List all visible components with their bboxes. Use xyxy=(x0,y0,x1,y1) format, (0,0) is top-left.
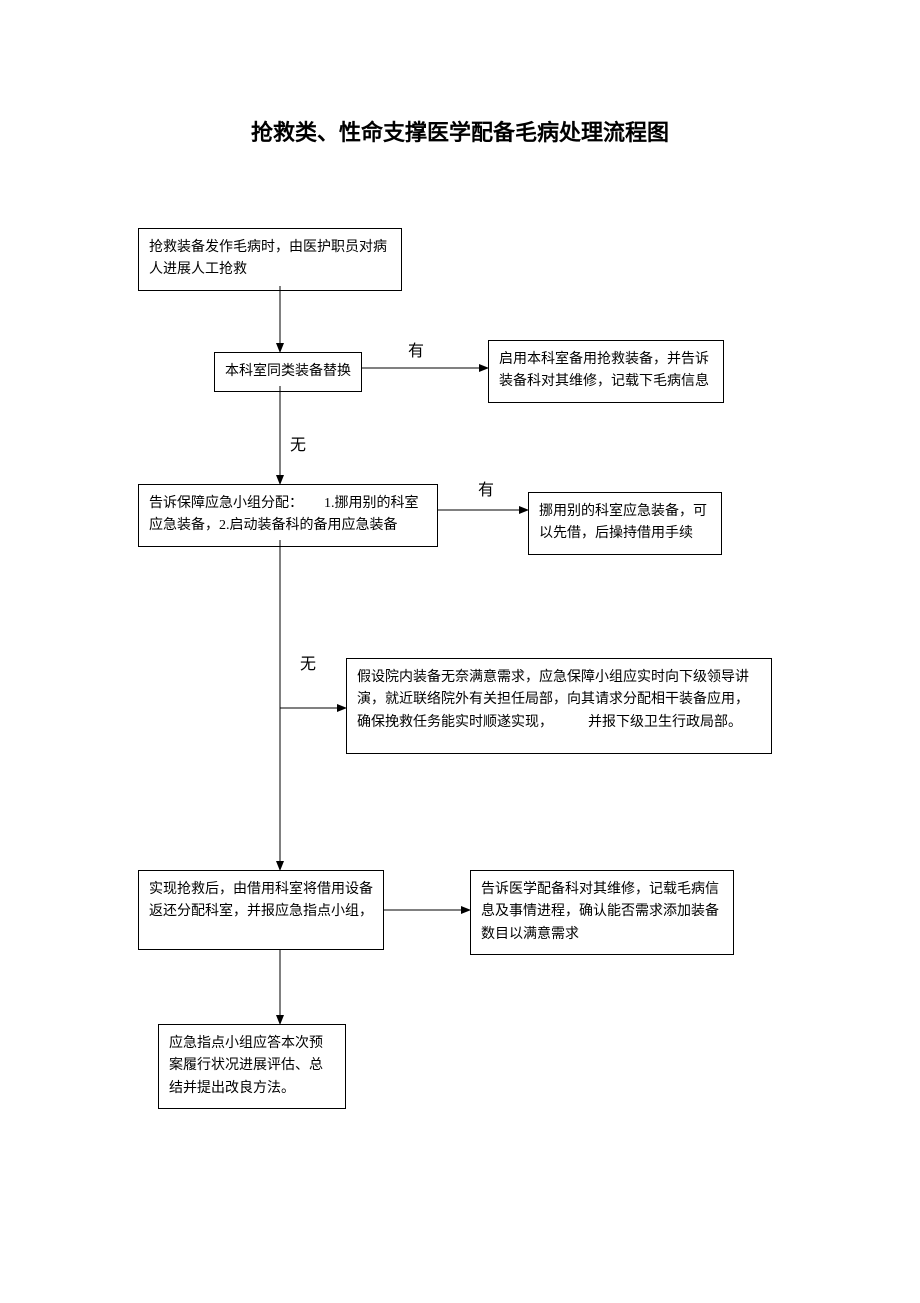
page-title: 抢救类、性命支撑医学配备毛病处理流程图 xyxy=(190,115,730,147)
box-evaluate-summarize: 应急指点小组应答本次预案履行状况进展评估、总结并提出改良方法。 xyxy=(158,1024,346,1109)
box-notify-medical-equip-dept: 告诉医学配备科对其维修，记载毛病信息及事情进程，确认能否需求添加装备数目以满意需… xyxy=(470,870,734,955)
label-yes-1: 有 xyxy=(408,344,424,360)
label-no-2: 无 xyxy=(300,657,316,673)
box-dept-same-equip-replace: 本科室同类装备替换 xyxy=(214,352,362,392)
box-return-equipment: 实现抢救后，由借用科室将借用设备返还分配科室，并报应急指点小组， xyxy=(138,870,384,950)
label-yes-2: 有 xyxy=(478,483,494,499)
box-borrow-other-dept: 挪用别的科室应急装备，可以先借，后操持借用手续 xyxy=(528,492,722,555)
box-use-backup-notify-repair: 启用本科室备用抢救装备，并告诉装备科对其维修，记载下毛病信息 xyxy=(488,340,724,403)
box-start-manual-rescue: 抢救装备发作毛病时，由医护职员对病人进展人工抢救 xyxy=(138,228,402,291)
box-no-equip-report-up: 假设院内装备无奈满意需求，应急保障小组应实时向下级领导讲演，就近联络院外有关担任… xyxy=(346,658,772,754)
box-notify-emergency-group: 告诉保障应急小组分配： 1.挪用别的科室应急装备，2.启动装备科的备用应急装备 xyxy=(138,484,438,547)
label-no-1: 无 xyxy=(290,438,306,454)
flow-connectors xyxy=(0,0,920,1303)
